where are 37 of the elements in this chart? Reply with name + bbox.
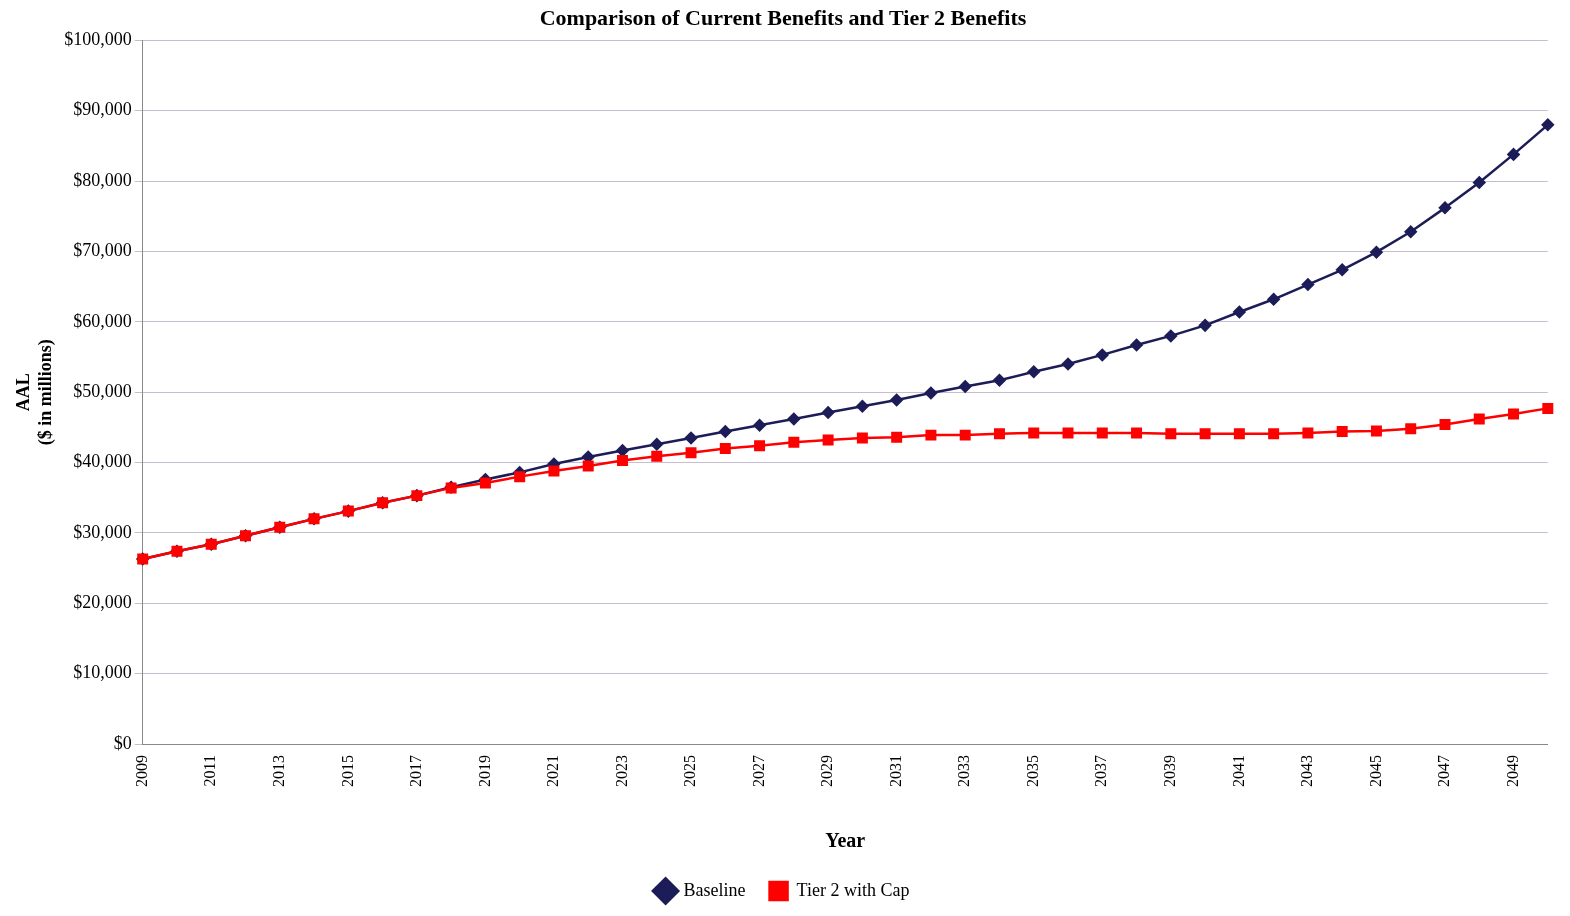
x-tick-label: 2043 xyxy=(1298,755,1316,787)
legend-label: Tier 2 with Cap xyxy=(796,879,910,900)
x-tick-label: 2035 xyxy=(1023,755,1041,787)
legend-label: Baseline xyxy=(683,879,746,900)
x-tick-label: 2023 xyxy=(612,755,630,787)
x-tick-label: 2033 xyxy=(955,755,973,787)
y-tick-label: $90,000 xyxy=(73,99,132,120)
x-tick-label: 2015 xyxy=(338,755,356,787)
y-tick-label: $10,000 xyxy=(73,662,132,683)
chart-title: Comparison of Current Benefits and Tier 2 Benefits xyxy=(539,4,1027,30)
x-tick-label: 2019 xyxy=(475,755,493,787)
y-tick-label: $40,000 xyxy=(73,451,132,472)
y-tick-label: $30,000 xyxy=(73,521,132,542)
y-tick-label: $100,000 xyxy=(64,29,132,50)
x-tick-label: 2009 xyxy=(132,755,150,787)
y-tick-label: $20,000 xyxy=(73,592,132,613)
y-tick-label: $60,000 xyxy=(73,310,132,331)
x-tick-label: 2049 xyxy=(1503,755,1521,787)
y-tick-label: $70,000 xyxy=(73,240,132,261)
y-axis-title: AAL ($ in millions) xyxy=(13,339,57,446)
x-tick-label: 2037 xyxy=(1092,755,1110,787)
x-tick-label: 2013 xyxy=(269,755,287,787)
x-tick-label: 2039 xyxy=(1161,755,1179,787)
x-tick-label: 2047 xyxy=(1435,755,1453,787)
x-tick-label: 2017 xyxy=(407,755,425,787)
x-tick-label: 2031 xyxy=(886,755,904,787)
x-tick-label: 2029 xyxy=(818,755,836,787)
x-tick-label: 2041 xyxy=(1229,755,1247,787)
y-tick-label: $50,000 xyxy=(73,380,132,401)
x-axis-title: Year xyxy=(825,829,866,852)
x-tick-label: 2027 xyxy=(749,755,767,787)
y-tick-label: $0 xyxy=(113,732,132,753)
x-tick-label: 2021 xyxy=(544,755,562,787)
x-tick-label: 2025 xyxy=(681,755,699,787)
x-tick-label: 2011 xyxy=(201,755,219,787)
x-tick-label: 2045 xyxy=(1366,755,1384,787)
y-tick-label: $80,000 xyxy=(73,169,132,190)
